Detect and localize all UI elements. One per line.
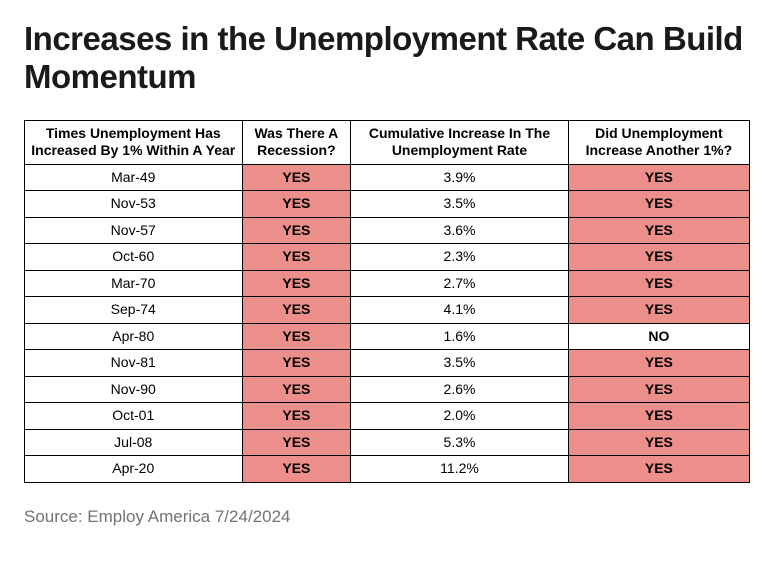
cell-another: YES [568,403,749,430]
cell-another: YES [568,217,749,244]
cell-recession: YES [242,270,351,297]
cell-recession: YES [242,297,351,324]
cell-another: YES [568,244,749,271]
table-row: Nov-53YES3.5%YES [25,191,750,218]
table-row: Oct-60YES2.3%YES [25,244,750,271]
table-row: Nov-90YES2.6%YES [25,376,750,403]
cell-date: Nov-57 [25,217,243,244]
cell-another: YES [568,456,749,483]
cell-cumulative: 2.0% [351,403,569,430]
cell-another: YES [568,191,749,218]
table-row: Apr-80YES1.6%NO [25,323,750,350]
cell-date: Nov-90 [25,376,243,403]
table-row: Sep-74YES4.1%YES [25,297,750,324]
cell-cumulative: 2.7% [351,270,569,297]
cell-recession: YES [242,244,351,271]
cell-date: Apr-20 [25,456,243,483]
cell-cumulative: 11.2% [351,456,569,483]
cell-recession: YES [242,191,351,218]
table-row: Nov-57YES3.6%YES [25,217,750,244]
cell-another: YES [568,350,749,377]
cell-recession: YES [242,376,351,403]
cell-recession: YES [242,217,351,244]
table-row: Apr-20YES11.2%YES [25,456,750,483]
cell-date: Sep-74 [25,297,243,324]
cell-date: Oct-60 [25,244,243,271]
table-body: Mar-49YES3.9%YESNov-53YES3.5%YESNov-57YE… [25,164,750,482]
cell-date: Apr-80 [25,323,243,350]
cell-cumulative: 3.6% [351,217,569,244]
cell-date: Nov-81 [25,350,243,377]
source-text: Source: Employ America 7/24/2024 [24,507,750,527]
cell-recession: YES [242,323,351,350]
table-header-row: Times Unemployment Has Increased By 1% W… [25,120,750,164]
col-header-times: Times Unemployment Has Increased By 1% W… [25,120,243,164]
cell-recession: YES [242,456,351,483]
table-row: Mar-70YES2.7%YES [25,270,750,297]
cell-cumulative: 3.5% [351,350,569,377]
table-row: Oct-01YES2.0%YES [25,403,750,430]
cell-another: YES [568,297,749,324]
cell-cumulative: 1.6% [351,323,569,350]
cell-date: Mar-49 [25,164,243,191]
cell-cumulative: 4.1% [351,297,569,324]
cell-cumulative: 2.6% [351,376,569,403]
cell-recession: YES [242,429,351,456]
cell-another: NO [568,323,749,350]
cell-cumulative: 2.3% [351,244,569,271]
col-header-recession: Was There A Recession? [242,120,351,164]
cell-cumulative: 3.9% [351,164,569,191]
cell-another: YES [568,376,749,403]
cell-date: Mar-70 [25,270,243,297]
cell-another: YES [568,429,749,456]
cell-cumulative: 5.3% [351,429,569,456]
cell-another: YES [568,270,749,297]
cell-recession: YES [242,350,351,377]
cell-cumulative: 3.5% [351,191,569,218]
unemployment-table: Times Unemployment Has Increased By 1% W… [24,120,750,483]
page-title: Increases in the Unemployment Rate Can B… [24,20,750,96]
cell-date: Jul-08 [25,429,243,456]
cell-another: YES [568,164,749,191]
col-header-another: Did Unemployment Increase Another 1%? [568,120,749,164]
cell-recession: YES [242,403,351,430]
cell-date: Nov-53 [25,191,243,218]
table-row: Jul-08YES5.3%YES [25,429,750,456]
table-row: Nov-81YES3.5%YES [25,350,750,377]
col-header-cumulative: Cumulative Increase In The Unemployment … [351,120,569,164]
table-row: Mar-49YES3.9%YES [25,164,750,191]
cell-recession: YES [242,164,351,191]
cell-date: Oct-01 [25,403,243,430]
